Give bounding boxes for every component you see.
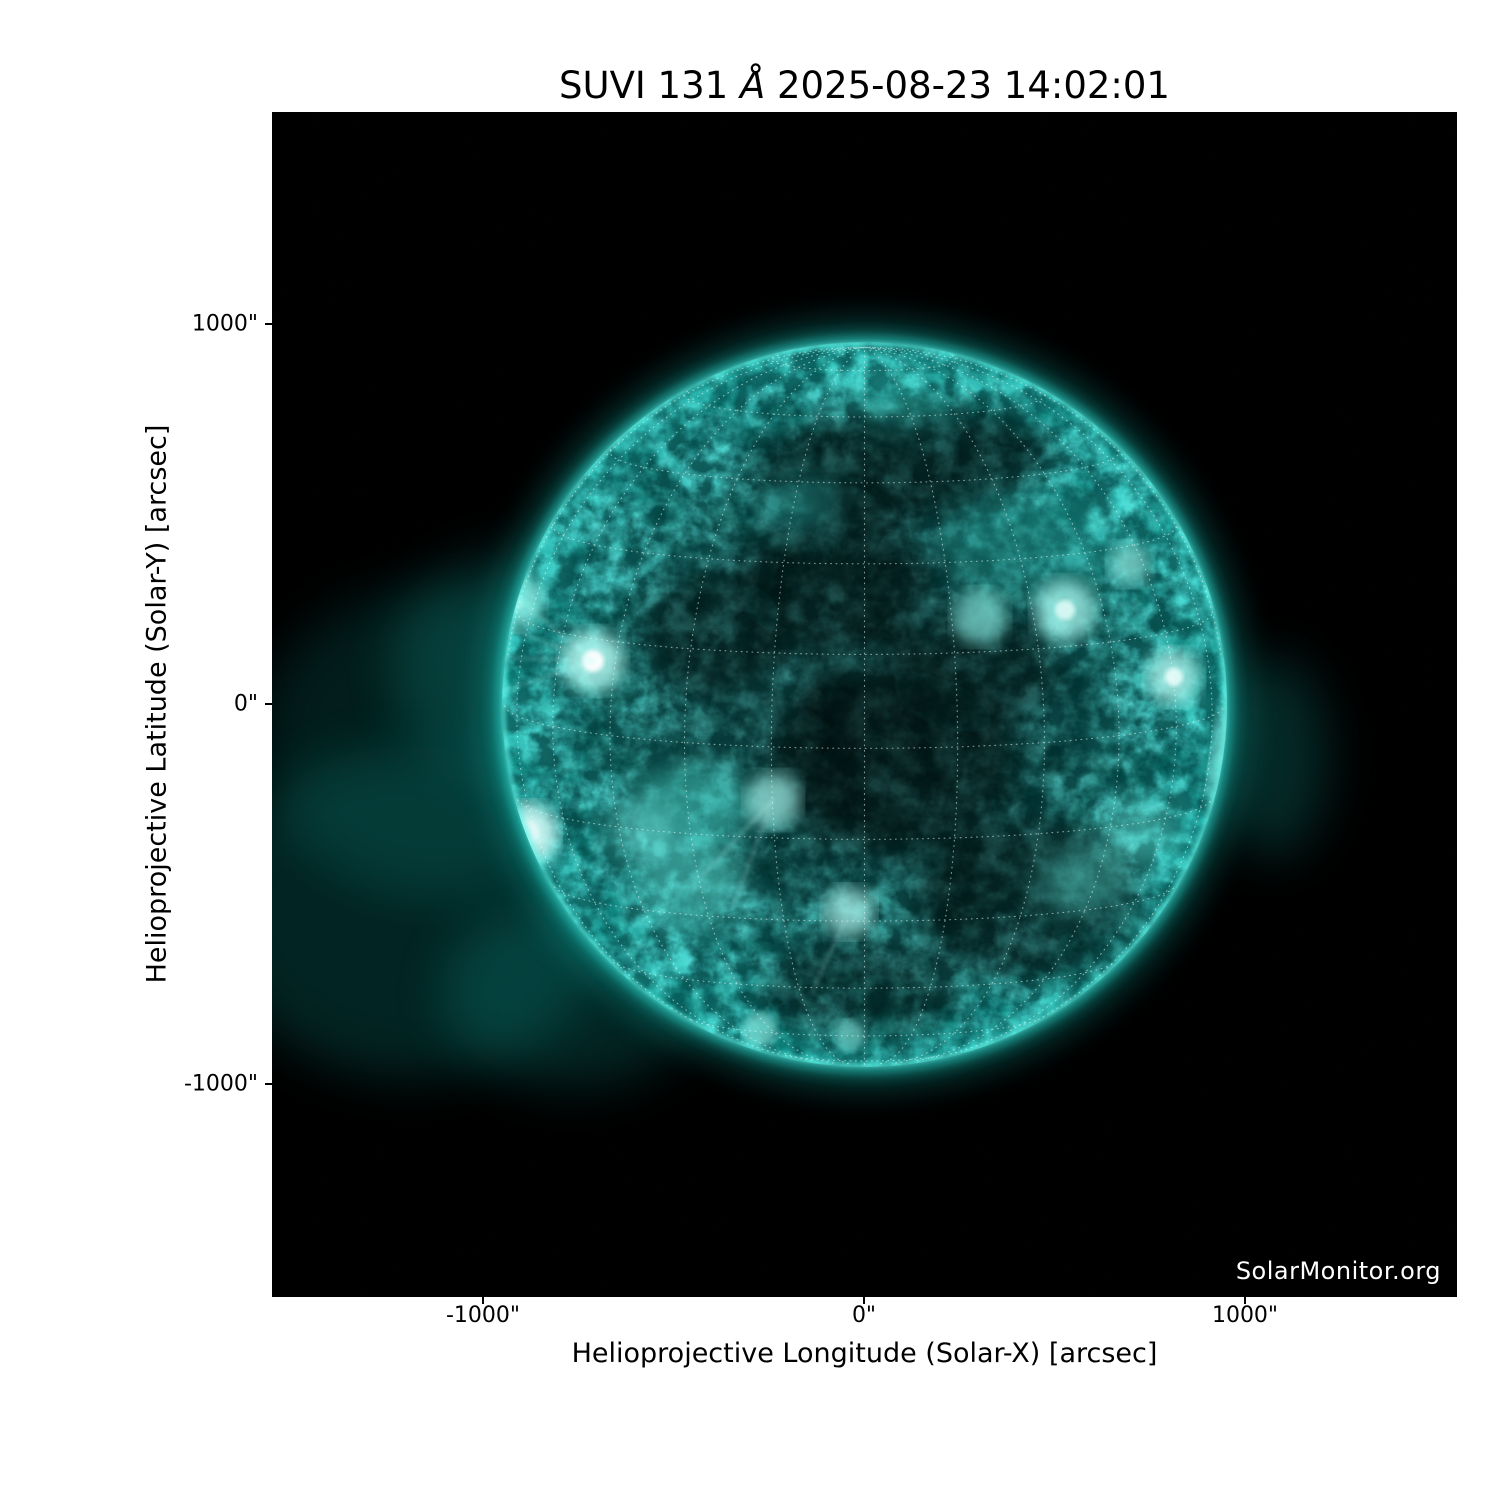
heliographic-grid xyxy=(504,346,1225,1065)
x-tick-label-neg1000: -1000" xyxy=(445,1303,521,1328)
x-tick-neg1000 xyxy=(482,1297,484,1304)
x-tick-0 xyxy=(863,1297,865,1304)
y-axis-label: Helioprojective Latitude (Solar-Y) [arcs… xyxy=(141,424,173,984)
y-tick-neg1000 xyxy=(265,1083,272,1085)
x-tick-label-1000: 1000" xyxy=(1211,1303,1279,1328)
y-tick-0 xyxy=(265,703,272,705)
y-tick-label-neg1000: -1000" xyxy=(183,1071,258,1097)
x-tick-label-0: 0" xyxy=(851,1303,877,1328)
y-tick-1000 xyxy=(265,323,272,325)
solar-image xyxy=(272,112,1457,1297)
bright-bands xyxy=(605,377,1180,927)
watermark-solarmonitor: SolarMonitor.org xyxy=(1235,1257,1441,1285)
y-tick-label-0: 0" xyxy=(233,691,258,717)
plot-area: SolarMonitor.org xyxy=(272,112,1457,1297)
y-tick-label-1000: 1000" xyxy=(191,311,258,337)
x-tick-1000 xyxy=(1244,1297,1246,1304)
figure-title-datetime: 2025-08-23 14:02:01 xyxy=(765,64,1170,107)
figure-title-prefix: SUVI 131 xyxy=(559,64,740,107)
x-axis-label: Helioprojective Longitude (Solar-X) [arc… xyxy=(571,1338,1158,1369)
figure-title: SUVI 131 Å 2025-08-23 14:02:01 xyxy=(272,64,1457,108)
figure-title-angstrom: Å xyxy=(739,64,766,107)
